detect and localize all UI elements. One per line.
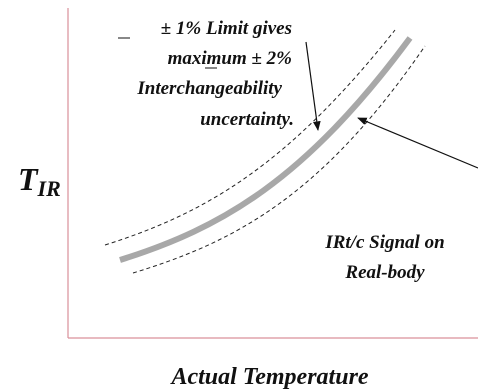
annotation-line: ± 1% Limit gives (161, 18, 292, 39)
lower-limit (132, 45, 426, 274)
y-axis-label: TIR (18, 161, 61, 201)
x-axis-label: Actual Temperature (169, 364, 368, 390)
annotation-line: uncertainty. (200, 109, 294, 130)
signal-label: Real-body (344, 262, 425, 283)
annotation-line: maximum ± 2% (168, 48, 292, 69)
upper-limit (104, 29, 396, 246)
signal-arrow (357, 117, 478, 169)
signal-curve (119, 36, 413, 263)
annotation-line: Interchangeability (136, 78, 282, 99)
annotation-arrow (305, 41, 321, 131)
signal-label: IRt/c Signal on (324, 232, 444, 253)
y-axis-subscript: IR (37, 176, 61, 201)
y-axis-main: T (18, 161, 39, 197)
